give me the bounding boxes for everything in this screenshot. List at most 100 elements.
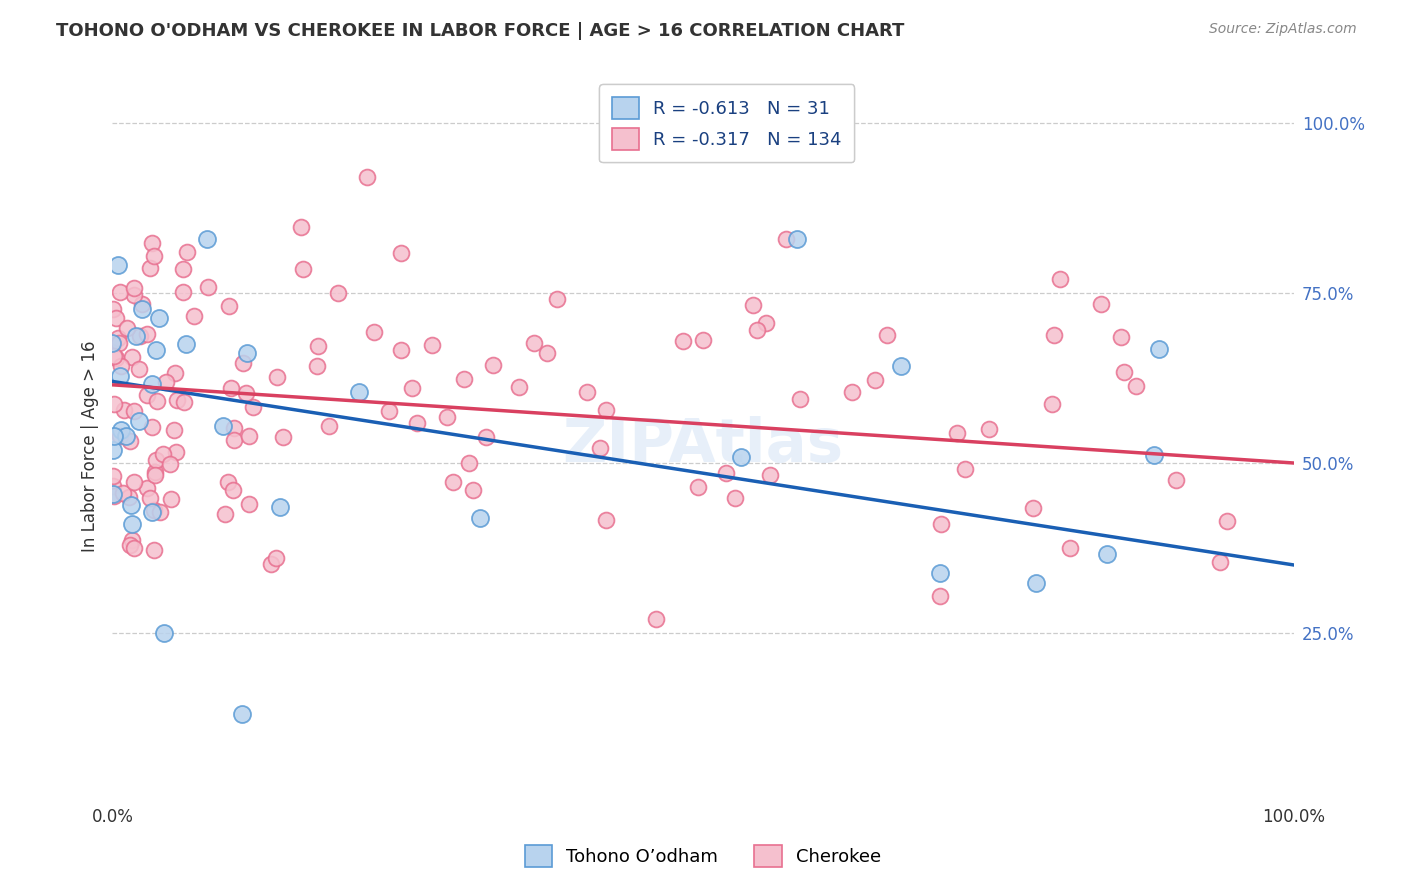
Point <box>589 441 612 455</box>
Point <box>1114 365 1136 379</box>
Point <box>389 343 412 357</box>
Point <box>165 445 187 459</box>
Point <box>747 323 769 337</box>
Point <box>214 507 236 521</box>
Point <box>724 491 747 505</box>
Point <box>1025 575 1047 590</box>
Point <box>155 375 177 389</box>
Point <box>1143 448 1166 462</box>
Point <box>405 416 427 430</box>
Point <box>953 462 976 476</box>
Point <box>264 550 287 565</box>
Point <box>145 343 167 357</box>
Point <box>219 380 242 394</box>
Point <box>152 626 174 640</box>
Point <box>131 301 153 316</box>
Point <box>389 246 412 260</box>
Point <box>166 393 188 408</box>
Point <box>468 511 491 525</box>
Point <box>103 396 125 410</box>
Point <box>1022 500 1045 515</box>
Point <box>422 338 444 352</box>
Point <box>326 285 349 300</box>
Point <box>143 503 166 517</box>
Point <box>890 359 912 373</box>
Point <box>508 380 530 394</box>
Point <box>128 329 150 343</box>
Point <box>121 350 143 364</box>
Point <box>271 430 294 444</box>
Point <box>1147 343 1170 357</box>
Point <box>159 491 181 506</box>
Point <box>238 497 260 511</box>
Point <box>236 345 259 359</box>
Point <box>110 423 132 437</box>
Point <box>1164 473 1187 487</box>
Point <box>120 498 142 512</box>
Point <box>105 351 128 366</box>
Point <box>103 349 125 363</box>
Point <box>786 232 808 246</box>
Point <box>118 490 141 504</box>
Legend: R = -0.613   N = 31, R = -0.317   N = 134: R = -0.613 N = 31, R = -0.317 N = 134 <box>599 84 855 162</box>
Point <box>1209 555 1232 569</box>
Point <box>688 480 710 494</box>
Legend: Tohono O’odham, Cherokee: Tohono O’odham, Cherokee <box>517 838 889 874</box>
Point <box>307 338 329 352</box>
Point <box>946 425 969 440</box>
Point <box>672 334 695 349</box>
Point <box>1125 379 1147 393</box>
Point <box>131 296 153 310</box>
Point <box>138 260 160 275</box>
Point <box>183 310 205 324</box>
Text: ZIPAtlas: ZIPAtlas <box>562 417 844 475</box>
Point <box>523 336 546 351</box>
Point <box>108 429 131 443</box>
Point <box>197 280 219 294</box>
Point <box>463 483 485 497</box>
Point <box>195 232 218 246</box>
Point <box>174 337 197 351</box>
Point <box>103 429 125 443</box>
Point <box>1040 397 1063 411</box>
Point <box>212 418 235 433</box>
Point <box>101 301 124 316</box>
Point <box>716 466 738 480</box>
Point <box>218 299 240 313</box>
Point <box>1043 327 1066 342</box>
Point <box>141 235 163 250</box>
Point <box>238 428 260 442</box>
Point <box>112 403 135 417</box>
Point <box>576 384 599 399</box>
Point <box>125 329 148 343</box>
Point <box>108 335 131 350</box>
Point <box>114 429 136 443</box>
Point <box>595 402 617 417</box>
Point <box>101 478 124 492</box>
Y-axis label: In Labor Force | Age > 16: In Labor Force | Age > 16 <box>80 340 98 552</box>
Point <box>235 385 257 400</box>
Point <box>217 475 239 489</box>
Point <box>260 557 283 571</box>
Point <box>536 346 558 360</box>
Point <box>136 481 159 495</box>
Point <box>101 335 124 350</box>
Point <box>224 433 246 447</box>
Point <box>1109 329 1132 343</box>
Point <box>1090 296 1112 310</box>
Point <box>172 262 194 277</box>
Point <box>101 442 124 457</box>
Point <box>172 285 194 299</box>
Point <box>1049 271 1071 285</box>
Point <box>863 373 886 387</box>
Point <box>222 421 245 435</box>
Point <box>136 388 159 402</box>
Point <box>122 475 145 489</box>
Point <box>121 516 143 531</box>
Point <box>474 430 496 444</box>
Point <box>644 612 666 626</box>
Point <box>145 453 167 467</box>
Point <box>595 513 617 527</box>
Point <box>231 707 253 722</box>
Point <box>101 487 124 501</box>
